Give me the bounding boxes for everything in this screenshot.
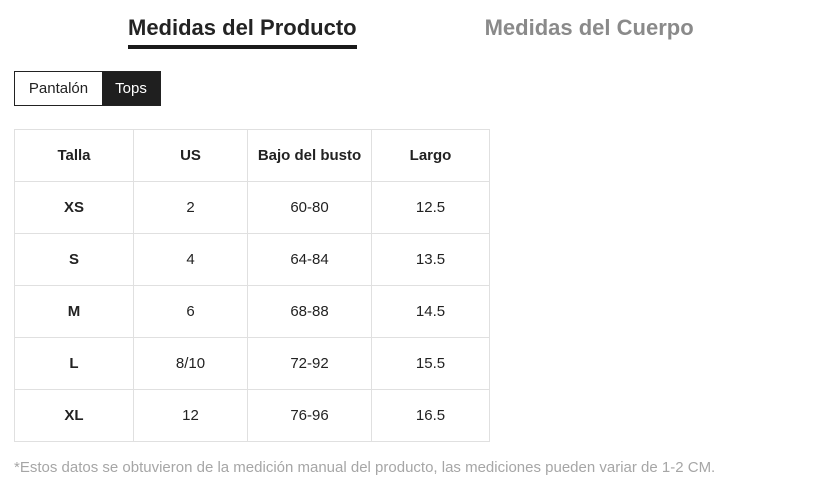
column-header-largo: Largo (371, 129, 490, 182)
cell-largo: 14.5 (371, 285, 490, 338)
toggle-option-pantalon[interactable]: Pantalón (15, 72, 102, 105)
cell-us: 12 (133, 389, 248, 442)
garment-type-toggle: Pantalón Tops (14, 71, 161, 106)
column-header-us: US (133, 129, 248, 182)
column-header-bajo-del-busto: Bajo del busto (247, 129, 372, 182)
cell-bajo-del-busto: 72-92 (247, 337, 372, 390)
cell-talla: XS (14, 181, 134, 234)
measurement-disclaimer: *Estos datos se obtuvieron de la medició… (14, 459, 716, 476)
cell-bajo-del-busto: 60-80 (247, 181, 372, 234)
cell-bajo-del-busto: 64-84 (247, 233, 372, 286)
cell-talla: M (14, 285, 134, 338)
cell-talla: XL (14, 389, 134, 442)
table-header-row: Talla US Bajo del busto Largo (14, 129, 490, 182)
cell-talla: S (14, 233, 134, 286)
column-header-talla: Talla (14, 129, 134, 182)
measurement-tabs: Medidas del Producto Medidas del Cuerpo (0, 0, 821, 49)
size-table: Talla US Bajo del busto Largo XS 2 60-80… (14, 129, 490, 442)
table-row: XL 12 76-96 16.5 (14, 389, 490, 442)
cell-us: 4 (133, 233, 248, 286)
cell-largo: 13.5 (371, 233, 490, 286)
cell-bajo-del-busto: 68-88 (247, 285, 372, 338)
toggle-option-tops[interactable]: Tops (102, 72, 160, 105)
cell-us: 2 (133, 181, 248, 234)
tab-medidas-del-producto[interactable]: Medidas del Producto (128, 15, 357, 49)
table-row: XS 2 60-80 12.5 (14, 181, 490, 234)
table-row: S 4 64-84 13.5 (14, 233, 490, 286)
cell-us: 8/10 (133, 337, 248, 390)
cell-largo: 16.5 (371, 389, 490, 442)
tab-medidas-del-cuerpo[interactable]: Medidas del Cuerpo (484, 15, 694, 40)
cell-bajo-del-busto: 76-96 (247, 389, 372, 442)
table-row: L 8/10 72-92 15.5 (14, 337, 490, 390)
table-row: M 6 68-88 14.5 (14, 285, 490, 338)
cell-largo: 12.5 (371, 181, 490, 234)
cell-largo: 15.5 (371, 337, 490, 390)
cell-us: 6 (133, 285, 248, 338)
cell-talla: L (14, 337, 134, 390)
